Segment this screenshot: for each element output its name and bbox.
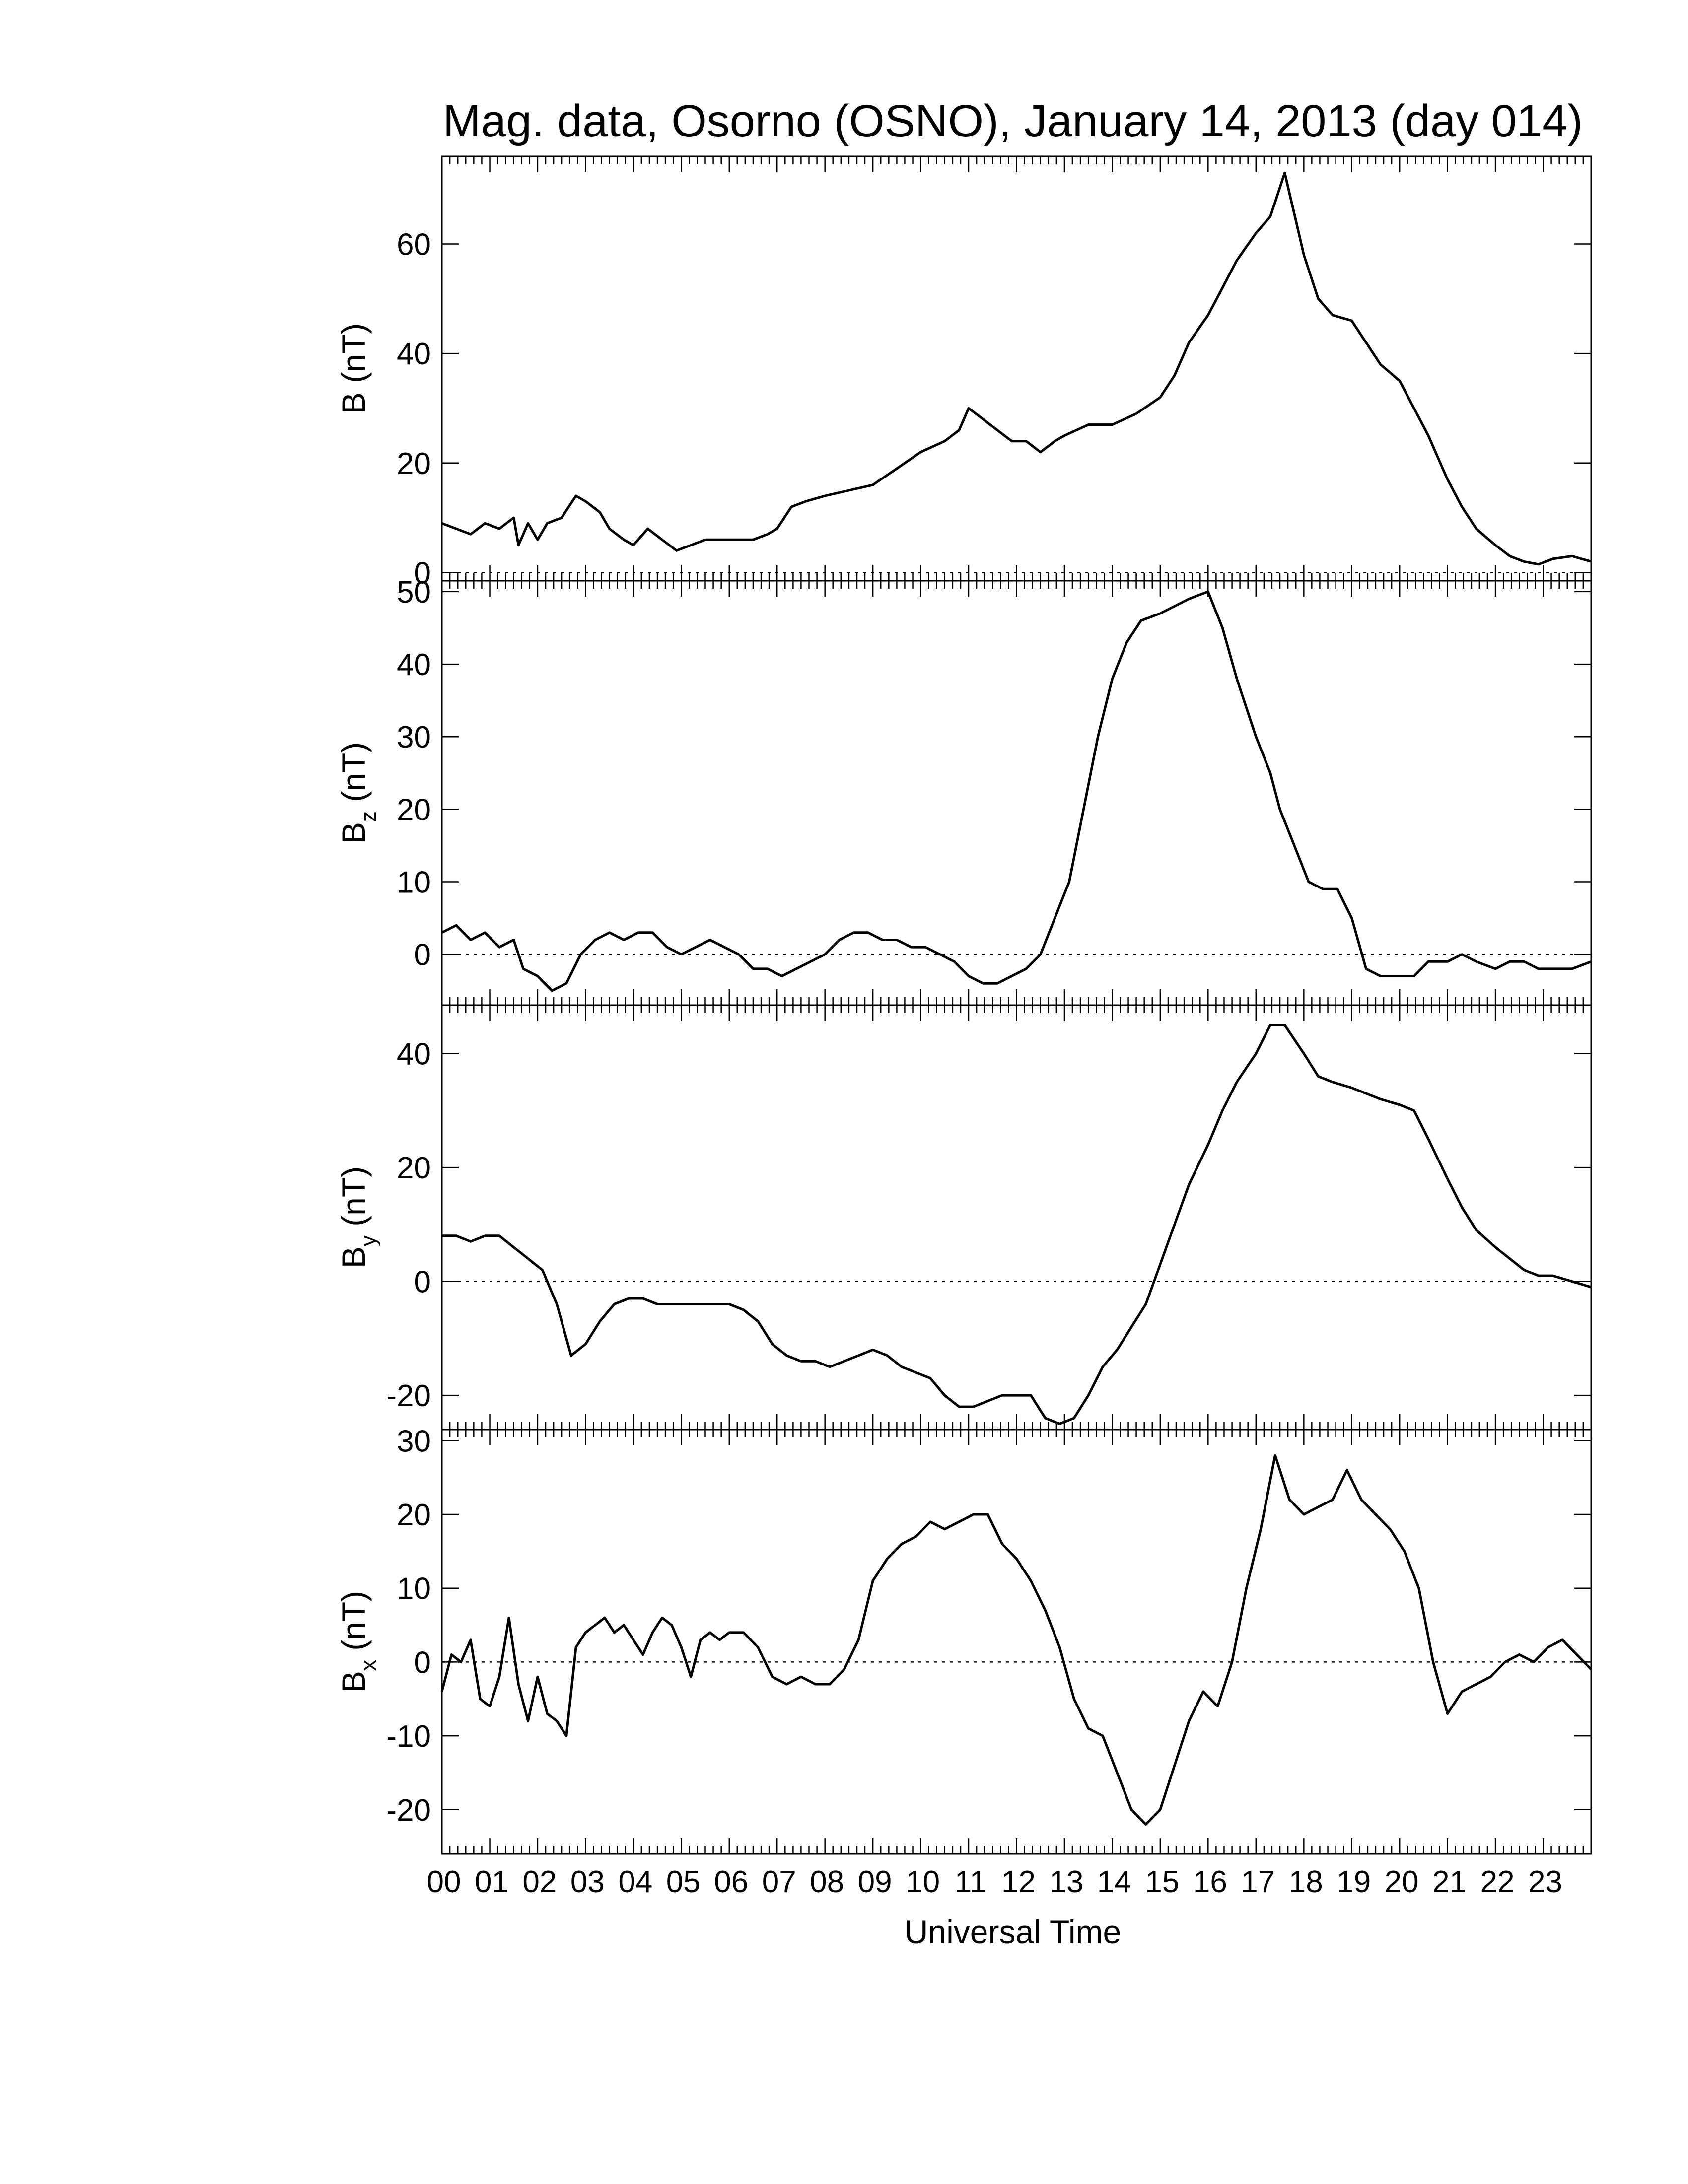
panel-frame: [441, 580, 1592, 1006]
y-axis-label-sub: z: [356, 811, 381, 822]
x-tick-label: 01: [475, 1865, 509, 1899]
x-tick-label: 09: [858, 1865, 892, 1899]
x-ticks: [441, 581, 1592, 1005]
x-ticks: [441, 1430, 1592, 1854]
y-axis-label-main: B: [335, 1246, 372, 1268]
y-tick-label: 0: [414, 556, 431, 590]
panel-frame: [441, 1429, 1592, 1855]
x-tick-label: 04: [618, 1865, 652, 1899]
x-tick-label: 07: [762, 1865, 796, 1899]
y-tick-label: 0: [414, 1645, 431, 1680]
x-tick-label: 21: [1432, 1865, 1467, 1899]
y-tick-label: 10: [397, 866, 431, 900]
y-tick-label: 20: [397, 447, 431, 481]
x-tick-label: 03: [570, 1865, 605, 1899]
x-tick-label: 10: [906, 1865, 940, 1899]
y-axis-label-sub: x: [356, 1660, 381, 1671]
y-tick-label: 40: [397, 648, 431, 682]
y-tick-label: 30: [397, 1424, 431, 1458]
x-tick-label: 11: [955, 1865, 986, 1899]
y-ticks: 0 20 40 60: [397, 228, 1591, 590]
y-tick-label: 20: [397, 1151, 431, 1185]
x-ticks: [441, 1005, 1592, 1430]
y-tick-label: -20: [386, 1793, 431, 1828]
y-axis-label-sub: y: [356, 1235, 381, 1246]
y-axis-label-unit: (nT): [335, 1166, 372, 1235]
y-axis-label-unit: (nT): [335, 1591, 372, 1660]
y-axis-label: Bx (nT): [335, 1591, 381, 1693]
y-tick-label: 20: [397, 1498, 431, 1532]
x-tick-label: 14: [1097, 1865, 1131, 1899]
panels: 0 20 40 60 B (nT) 0 10 20 30 40 50 Bz (nT) -20 0 20 40 B…: [335, 155, 1592, 1855]
y-axis-label-main: B: [335, 1671, 372, 1693]
x-tick-labels: 00 01 02 03 04 05 06 07 08 09 10 11 12 13 14 15 16 17 18 19…: [427, 1865, 1563, 1899]
x-axis-label: Universal Time: [905, 1913, 1121, 1950]
y-axis-label-unit: (nT): [335, 323, 372, 392]
y-tick-label: 50: [397, 575, 431, 610]
series-line-4: [440, 1454, 1592, 1826]
x-tick-label: 22: [1480, 1865, 1515, 1899]
x-tick-label: 20: [1385, 1865, 1419, 1899]
series-line-1: [441, 171, 1592, 566]
y-tick-label: 40: [397, 1037, 431, 1072]
y-ticks: -20 0 20 40: [386, 1037, 1591, 1413]
y-ticks: 0 10 20 30 40 50: [397, 575, 1591, 972]
chart-title: Mag. data, Osorno (OSNO), January 14, 20…: [443, 96, 1583, 146]
y-axis-label-unit: (nT): [335, 742, 372, 811]
y-axis-label-main: B: [335, 822, 372, 844]
y-ticks: -20 -10 0 10 20 30: [386, 1424, 1591, 1828]
x-tick-label: 00: [427, 1865, 461, 1899]
panel-2: 0 10 20 30 40 50 Bz (nT): [335, 575, 1592, 1006]
y-tick-label: -10: [386, 1719, 431, 1754]
y-tick-label: -20: [386, 1379, 431, 1413]
y-tick-label: 60: [397, 228, 431, 262]
x-tick-label: 12: [1001, 1865, 1036, 1899]
y-tick-label: 30: [397, 720, 431, 754]
x-tick-label: 23: [1528, 1865, 1562, 1899]
panel-frame: [441, 1004, 1592, 1431]
panel-frame: [441, 155, 1592, 582]
y-axis-label-main: B: [335, 392, 372, 414]
x-tick-label: 05: [666, 1865, 701, 1899]
y-tick-label: 0: [414, 938, 431, 972]
series-line-2: [441, 590, 1592, 992]
y-tick-label: 10: [397, 1572, 431, 1606]
x-tick-label: 13: [1049, 1865, 1083, 1899]
panel-4: -20 -10 0 10 20 30 Bx (nT): [335, 1424, 1592, 1855]
y-axis-label: B (nT): [335, 323, 372, 414]
series-line-3: [442, 1024, 1592, 1425]
x-tick-label: 16: [1193, 1865, 1227, 1899]
x-tick-label: 17: [1241, 1865, 1275, 1899]
panel-3: -20 0 20 40 By (nT): [335, 1004, 1592, 1431]
y-tick-label: 20: [397, 793, 431, 827]
x-tick-label: 15: [1145, 1865, 1179, 1899]
x-ticks: [441, 156, 1592, 581]
x-tick-label: 08: [810, 1865, 844, 1899]
y-axis-label: Bz (nT): [335, 742, 381, 844]
x-tick-label: 18: [1289, 1865, 1323, 1899]
x-tick-label: 02: [522, 1865, 557, 1899]
panel-1: 0 20 40 60 B (nT): [335, 155, 1592, 590]
y-tick-label: 0: [414, 1265, 431, 1299]
y-axis-label: By (nT): [335, 1166, 381, 1268]
y-tick-label: 40: [397, 337, 431, 371]
x-tick-label: 06: [714, 1865, 748, 1899]
x-tick-label: 19: [1336, 1865, 1371, 1899]
